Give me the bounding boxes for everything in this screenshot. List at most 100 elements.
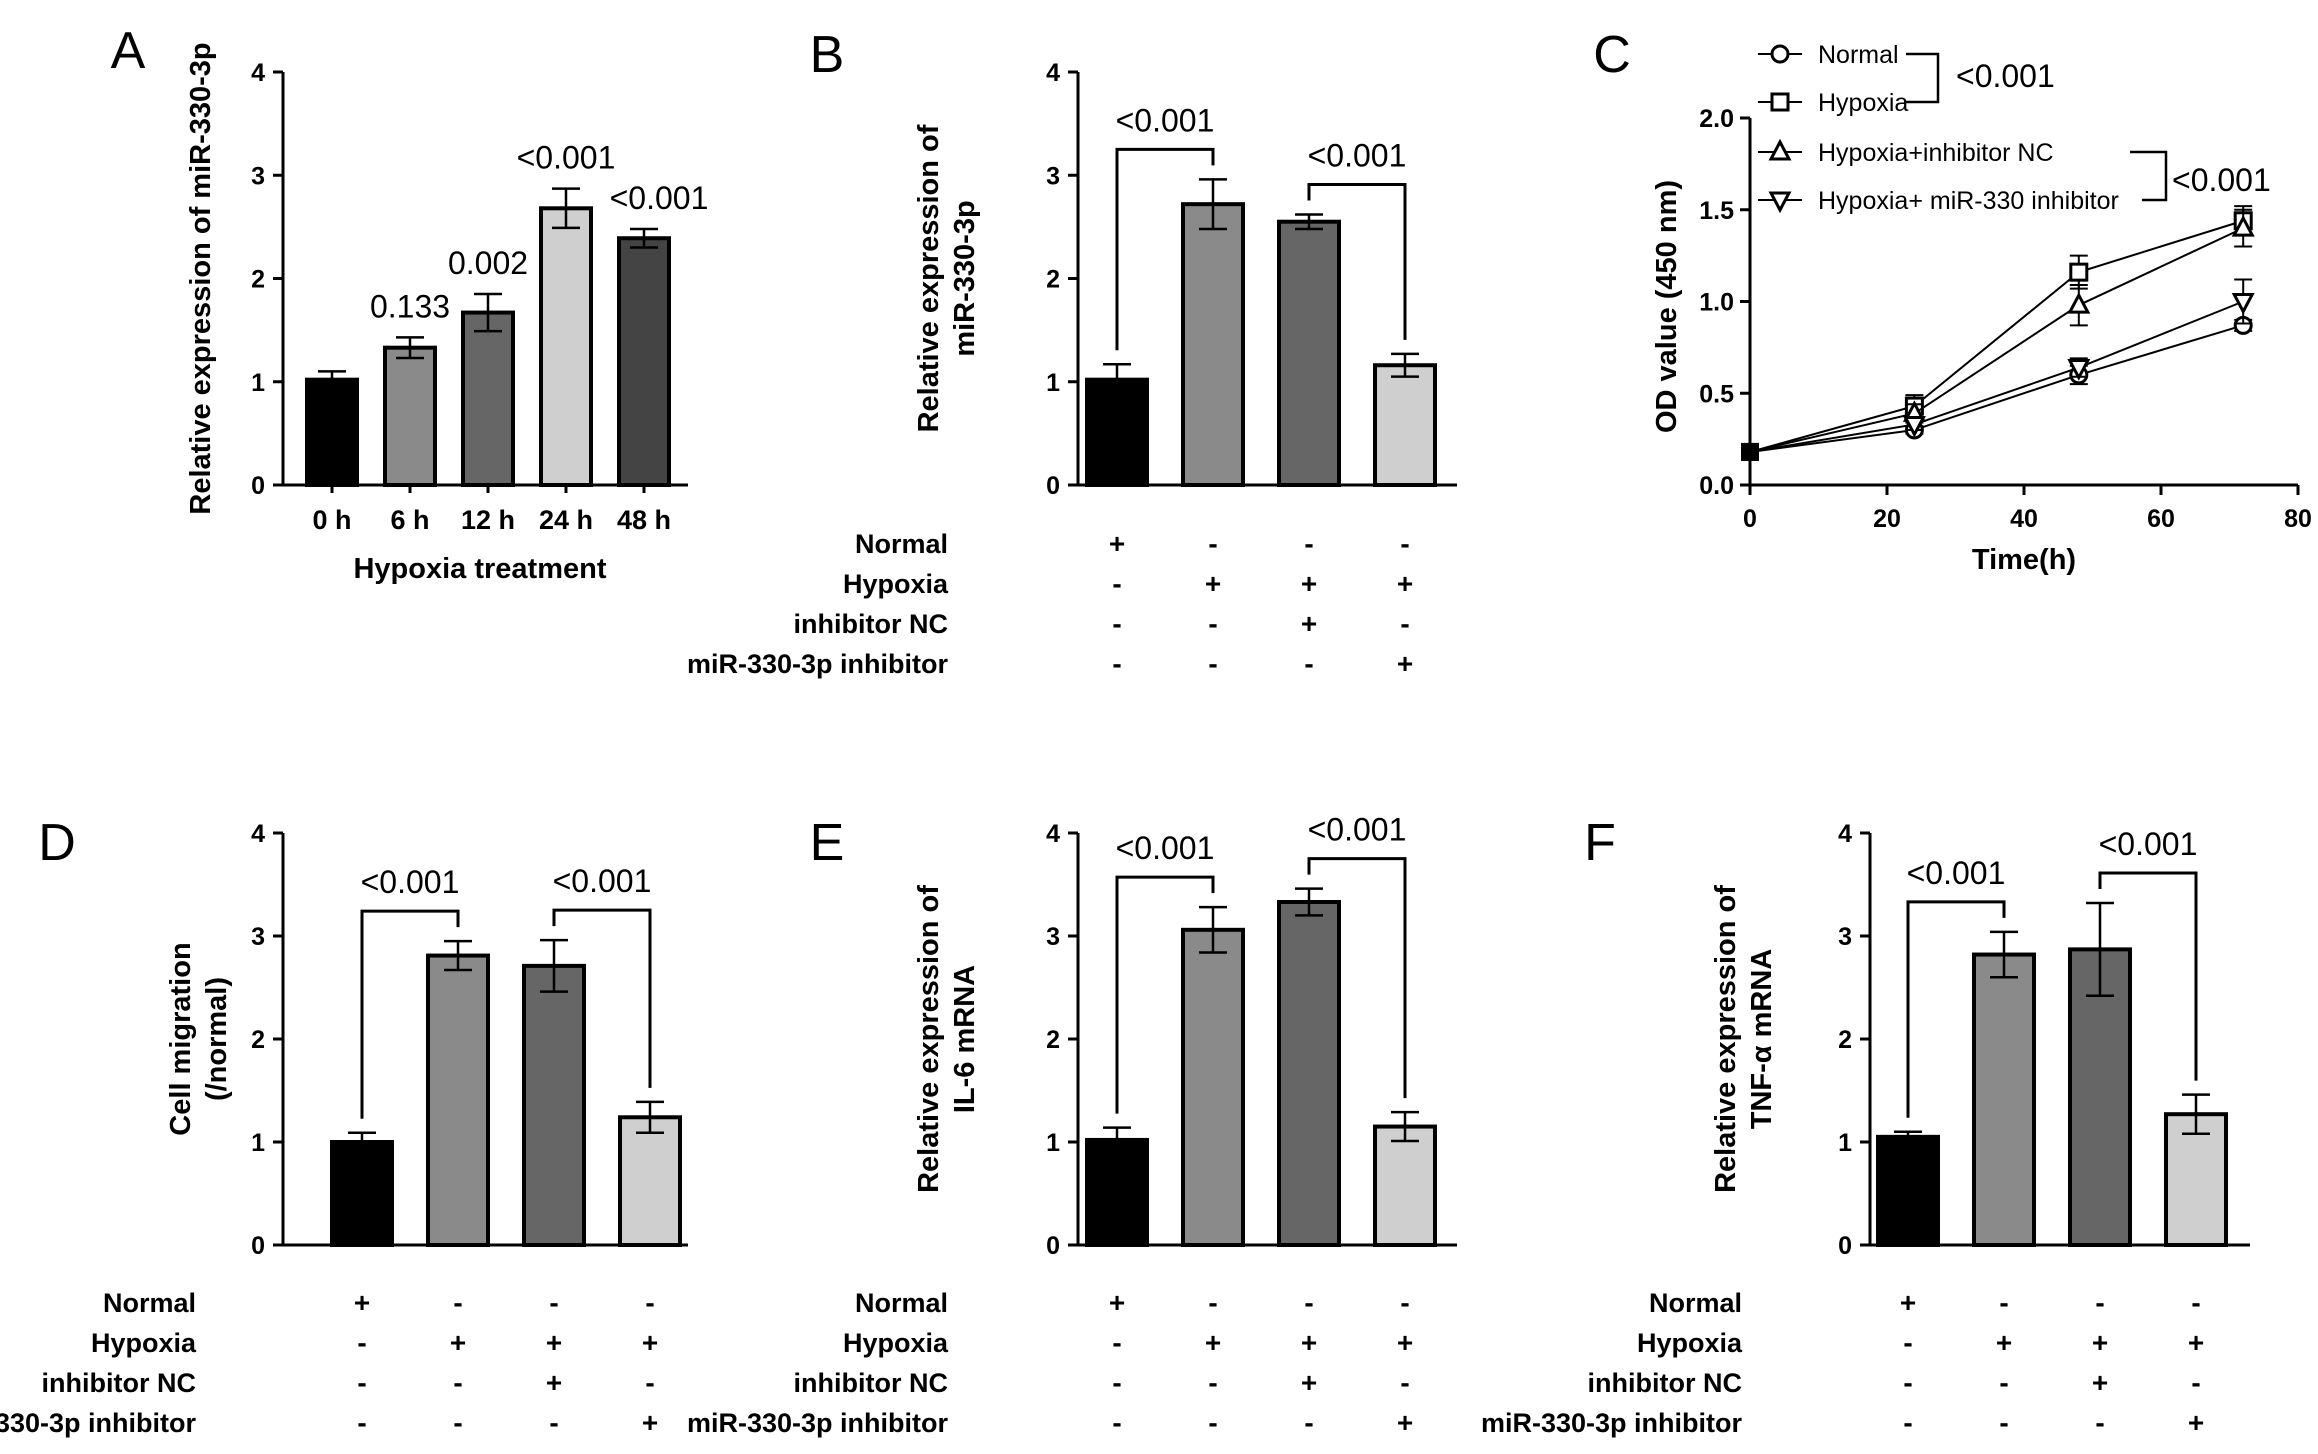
treatment-sign: - xyxy=(1112,648,1121,679)
y-tick-label: 2 xyxy=(1046,1026,1060,1054)
x-tick-label: 0 h xyxy=(312,505,351,535)
bar xyxy=(1181,202,1245,487)
data-point xyxy=(1741,442,1759,461)
bar xyxy=(1876,1134,1940,1247)
treatment-label: Hypoxia xyxy=(1637,1328,1743,1358)
y-tick-label: 4 xyxy=(1046,59,1060,87)
panel-D: D 0 1 2 3 4 <0.001 <0.001 Cell migration (/normal… xyxy=(0,814,688,1438)
treatment-sign: - xyxy=(453,1367,462,1398)
y-axis-title: Relative expression of miR-330-3p xyxy=(185,42,217,514)
treatment-table: Normal + - - - Hypoxia - + + + inhibitor NC - - + - miR… xyxy=(1481,1287,2204,1438)
bar xyxy=(305,377,359,487)
treatment-sign: - xyxy=(1112,568,1121,599)
x-tick-label: 40 xyxy=(2010,505,2038,533)
treatment-label: Hypoxia xyxy=(91,1328,197,1358)
panel-A: A 0 1 2 3 4 0.133 0.002 <0.001 <0.001 0 h 6 h 12 h 24… xyxy=(111,22,709,585)
y-tick-label: 2 xyxy=(1838,1026,1852,1054)
series-triangle-up xyxy=(1741,208,2255,461)
y-tick-label: 3 xyxy=(251,923,265,951)
significance-bracket: <0.001 xyxy=(1307,137,1407,340)
treatment-label: Normal xyxy=(103,1288,196,1318)
y-tick-label: 4 xyxy=(1046,820,1060,848)
treatment-sign: + xyxy=(1109,528,1125,559)
treatment-sign: - xyxy=(1112,1327,1121,1358)
bar xyxy=(617,236,671,487)
treatment-sign: - xyxy=(2191,1367,2200,1398)
treatment-sign: - xyxy=(1400,1287,1409,1318)
y-axis-title-line: TNF-α mRNA xyxy=(1746,949,1778,1130)
treatment-sign: + xyxy=(1397,1327,1413,1358)
panel-label: E xyxy=(810,814,845,872)
marker-triangle-up xyxy=(1768,138,1792,161)
x-tick-label: 20 xyxy=(1873,505,1901,533)
treatment-sign: - xyxy=(2095,1407,2104,1438)
bar xyxy=(539,206,593,487)
treatment-sign: - xyxy=(1304,648,1313,679)
treatment-label: Hypoxia xyxy=(843,1328,949,1358)
legend-bracket: <0.001 xyxy=(2130,150,2271,202)
p-value-label: <0.001 xyxy=(610,180,709,216)
treatment-sign: - xyxy=(357,1367,366,1398)
y-axis-title: OD value (450 nm) xyxy=(1651,180,1683,433)
bar xyxy=(1277,219,1341,487)
significance-bracket: <0.001 xyxy=(1115,102,1215,351)
x-axis-title: Time(h) xyxy=(1972,544,2076,576)
treatment-sign: - xyxy=(453,1287,462,1318)
y-tick-label: 2 xyxy=(251,1026,265,1054)
significance-bracket: <0.001 xyxy=(1307,812,1407,1099)
y-axis-title-line: IL-6 mRNA xyxy=(949,965,981,1113)
bracket-line xyxy=(1115,147,1215,351)
y-tick-label: 1 xyxy=(1046,1129,1060,1157)
treatment-sign: - xyxy=(1999,1367,2008,1398)
treatment-sign: - xyxy=(1903,1327,1912,1358)
treatment-label: inhibitor NC xyxy=(42,1368,196,1398)
y-tick-label: 3 xyxy=(1838,923,1852,951)
bracket-line xyxy=(552,908,652,1088)
treatment-sign: - xyxy=(1208,1367,1217,1398)
bar xyxy=(383,345,437,487)
series-triangle-down xyxy=(1741,278,2255,461)
treatment-sign: - xyxy=(1999,1287,2008,1318)
y-axis-title-line: miR-330-3p xyxy=(949,200,981,356)
bar xyxy=(330,1140,394,1247)
y-tick-label: 0.0 xyxy=(1699,472,1734,500)
treatment-sign: - xyxy=(645,1287,654,1318)
treatment-sign: - xyxy=(453,1407,462,1438)
panel-E: E 0 1 2 3 4 <0.001 <0.001 Relative expression of… xyxy=(687,812,1457,1438)
y-tick-label: 1 xyxy=(251,1129,265,1157)
treatment-sign: + xyxy=(642,1407,658,1438)
treatment-sign: - xyxy=(1400,528,1409,559)
treatment-sign: - xyxy=(1112,1407,1121,1438)
y-tick-label: 2.0 xyxy=(1699,105,1734,133)
marker-triangle-down xyxy=(1768,191,1792,214)
treatment-sign: - xyxy=(1208,608,1217,639)
treatment-sign: - xyxy=(1999,1407,2008,1438)
treatment-sign: + xyxy=(2092,1367,2108,1398)
significance-bracket: <0.001 xyxy=(360,864,460,1119)
y-axis-title-line: Relative expression of xyxy=(913,124,945,432)
treatment-sign: - xyxy=(1903,1407,1912,1438)
treatment-sign: + xyxy=(1996,1327,2012,1358)
treatment-table: Normal + - - - Hypoxia - + + + inhibitor NC - - + - miR… xyxy=(687,528,1413,679)
bracket-p-value: <0.001 xyxy=(1956,58,2055,94)
y-tick-label: 2 xyxy=(1046,266,1060,294)
treatment-label: miR-330-3p inhibitor xyxy=(687,1408,949,1438)
treatment-sign: - xyxy=(2191,1287,2200,1318)
legend-label: Hypoxia+ miR-330 inhibitor xyxy=(1818,187,2119,215)
treatment-label: Normal xyxy=(855,1288,948,1318)
y-tick-label: 3 xyxy=(1046,162,1060,190)
x-tick-label: 60 xyxy=(2147,505,2175,533)
treatment-sign: - xyxy=(1208,1287,1217,1318)
treatment-label: Hypoxia xyxy=(843,569,949,599)
treatment-sign: - xyxy=(1400,1367,1409,1398)
y-axis-title-line: (/normal) xyxy=(201,977,233,1101)
marker-triangle-up xyxy=(2067,291,2091,314)
y-axis-title-line: Relative expression of xyxy=(913,885,945,1193)
treatment-sign: + xyxy=(1900,1287,1916,1318)
treatment-label: inhibitor NC xyxy=(794,609,948,639)
treatment-label: Normal xyxy=(1649,1288,1742,1318)
p-value-label: 0.133 xyxy=(370,288,450,324)
treatment-sign: - xyxy=(549,1287,558,1318)
treatment-sign: - xyxy=(1304,528,1313,559)
